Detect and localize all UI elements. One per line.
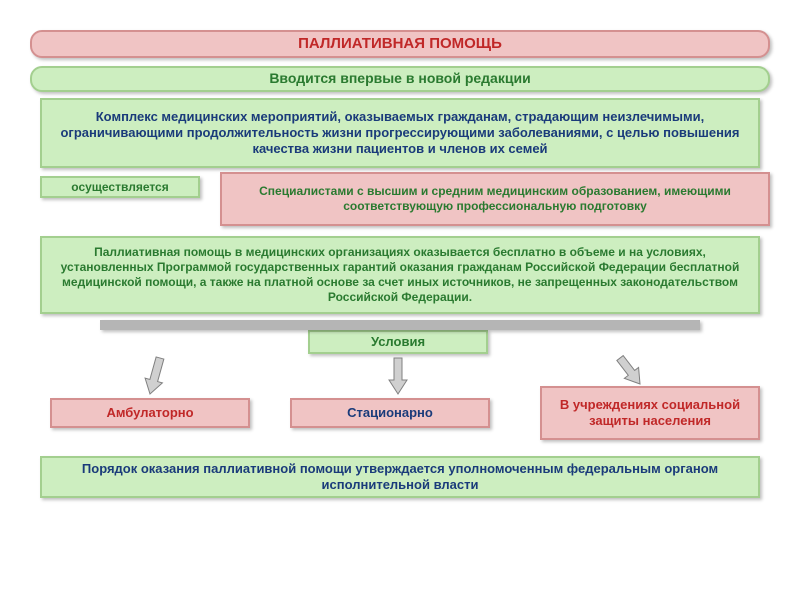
procedure-text: Порядок оказания паллиативной помощи утв… <box>50 461 750 494</box>
carried-out-text: осуществляется <box>71 180 168 195</box>
ambulatory-text: Амбулаторно <box>106 405 193 421</box>
conditions-box: Условия <box>308 330 488 354</box>
subtitle-text: Вводится впервые в новой редакции <box>269 70 530 88</box>
title-text: ПАЛЛИАТИВНАЯ ПОМОЩЬ <box>298 35 502 54</box>
connector-bar <box>100 320 700 330</box>
subtitle-box: Вводится впервые в новой редакции <box>30 66 770 92</box>
specialists-text: Специалистами с высшим и средним медицин… <box>230 184 760 214</box>
carried-out-box: осуществляется <box>40 176 200 198</box>
ambulatory-box: Амбулаторно <box>50 398 250 428</box>
definition-box: Комплекс медицинских мероприятий, оказыв… <box>40 98 760 168</box>
free-basis-box: Паллиативная помощь в медицинских органи… <box>40 236 760 314</box>
conditions-text: Условия <box>371 334 425 350</box>
arrow-icon <box>617 356 640 384</box>
arrow-icon <box>389 358 407 394</box>
free-basis-text: Паллиативная помощь в медицинских органи… <box>50 245 750 305</box>
specialists-box: Специалистами с высшим и средним медицин… <box>220 172 770 226</box>
arrow-icon <box>145 357 164 394</box>
hospital-text: Стационарно <box>347 405 433 421</box>
hospital-box: Стационарно <box>290 398 490 428</box>
title-box: ПАЛЛИАТИВНАЯ ПОМОЩЬ <box>30 30 770 58</box>
procedure-box: Порядок оказания паллиативной помощи утв… <box>40 456 760 498</box>
social-box: В учреждениях социальной защиты населени… <box>540 386 760 440</box>
definition-text: Комплекс медицинских мероприятий, оказыв… <box>50 109 750 158</box>
social-text: В учреждениях социальной защиты населени… <box>550 397 750 430</box>
